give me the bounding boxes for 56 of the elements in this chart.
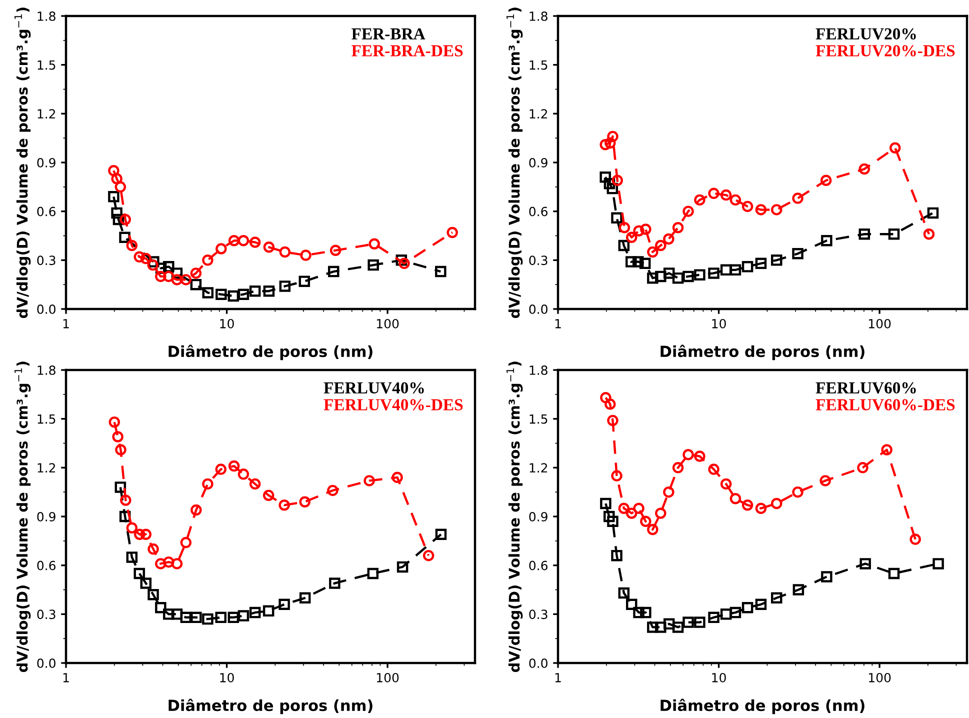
y-tick-label: 1.8 <box>38 365 56 375</box>
x-tick-label: 1 <box>63 319 69 328</box>
y-tick-label: 0.6 <box>529 560 548 570</box>
y-tick-label: 0.3 <box>37 610 56 620</box>
x-tick-label: 1 <box>555 319 561 328</box>
x-tick-label: 10 <box>220 318 234 328</box>
y-tick-label: 1.5 <box>530 414 548 424</box>
text: FERLUV40% <box>324 382 424 394</box>
x-tick-label: 100 <box>868 672 891 682</box>
x-tick-label: 100 <box>868 318 891 328</box>
y-tick-label: 0.0 <box>529 304 548 314</box>
y-tick-label: 0.9 <box>37 512 56 522</box>
y-tick-label: 0.3 <box>529 256 548 266</box>
y-tick-label: 0.6 <box>37 206 56 216</box>
text: FER-BRA <box>352 28 426 40</box>
y-tick-label: 1.5 <box>38 414 56 424</box>
x-tick-label: 10 <box>220 672 234 682</box>
text: FERLUV60% <box>816 382 916 394</box>
text: FERLUV20%-DES <box>816 45 955 56</box>
y-axis-title: dV/dlog(D) Volume de poros (cm³.g$^{−1}$) <box>14 362 31 672</box>
x-axis-title: Diâmetro de poros (nm) <box>168 344 372 360</box>
y-tick-label: 0.9 <box>529 512 548 522</box>
y-tick-label: 0.9 <box>529 158 548 168</box>
x-tick-label: 1 <box>555 673 561 682</box>
y-tick-label: 1.8 <box>38 11 56 21</box>
y-tick-label: 0.0 <box>37 658 56 668</box>
y-tick-label: 0.3 <box>529 610 548 620</box>
y-axis-title: dV/dlog(D) Volume de poros (cm³.g$^{−1}$) <box>14 8 31 318</box>
x-tick-label: 10 <box>712 672 726 682</box>
x-tick-label: 1 <box>63 673 69 682</box>
y-tick-label: 1.2 <box>38 463 56 472</box>
x-axis-title: Diâmetro de poros (nm) <box>660 698 864 714</box>
y-tick-label: 1.2 <box>38 109 56 118</box>
text: FERLUV60%-DES <box>816 399 955 410</box>
y-axis-title: dV/dlog(D) Volume de poros (cm³.g$^{−1}$) <box>506 362 523 672</box>
y-tick-label: 0.0 <box>529 658 548 668</box>
y-tick-label: 1.8 <box>530 11 548 21</box>
x-tick-label: 10 <box>712 318 726 328</box>
y-tick-label: 0.6 <box>37 560 56 570</box>
y-tick-label: 1.2 <box>530 463 548 472</box>
y-tick-label: 0.6 <box>529 206 548 216</box>
y-tick-label: 1.2 <box>530 109 548 118</box>
y-tick-label: 0.0 <box>37 304 56 314</box>
text: FERLUV40%-DES <box>324 399 463 410</box>
y-tick-label: 0.3 <box>37 256 56 266</box>
x-axis-title: Diâmetro de poros (nm) <box>168 698 372 714</box>
y-tick-label: 1.5 <box>38 60 56 70</box>
x-tick-label: 100 <box>376 672 399 682</box>
y-tick-label: 0.9 <box>37 158 56 168</box>
y-tick-label: 1.5 <box>530 60 548 70</box>
y-axis-title: dV/dlog(D) Volume de poros (cm³.g$^{−1}$) <box>506 8 523 318</box>
y-tick-label: 1.8 <box>530 365 548 375</box>
text: FER-BRA-DES <box>352 45 463 56</box>
text: FERLUV20% <box>816 28 916 40</box>
x-tick-label: 100 <box>376 318 399 328</box>
x-axis-title: Diâmetro de poros (nm) <box>660 344 864 360</box>
